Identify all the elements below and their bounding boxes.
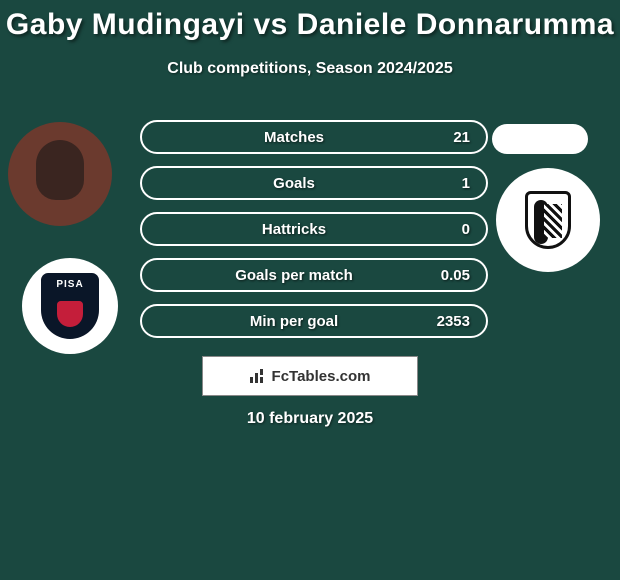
fctables-link[interactable]: FcTables.com bbox=[202, 356, 418, 396]
stats-list: Matches 21 Goals 1 Hattricks 0 Goals per… bbox=[140, 120, 488, 350]
stat-value: 0.05 bbox=[430, 267, 470, 284]
club-right-shield bbox=[525, 191, 571, 249]
stat-row-goals: Goals 1 bbox=[140, 166, 488, 200]
player-left-avatar bbox=[8, 122, 112, 226]
club-left-label: PISA bbox=[56, 279, 83, 290]
stat-value: 21 bbox=[430, 129, 470, 146]
page-title: Gaby Mudingayi vs Daniele Donnarumma bbox=[0, 8, 620, 42]
fctables-label: FcTables.com bbox=[272, 368, 371, 385]
stat-row-minpergoal: Min per goal 2353 bbox=[140, 304, 488, 338]
stat-row-goalspermatch: Goals per match 0.05 bbox=[140, 258, 488, 292]
club-left-shield: PISA bbox=[41, 273, 99, 339]
comparison-date: 10 february 2025 bbox=[0, 410, 620, 428]
stat-row-hattricks: Hattricks 0 bbox=[140, 212, 488, 246]
stat-value: 1 bbox=[430, 175, 470, 192]
stat-label: Hattricks bbox=[158, 221, 430, 238]
player-right-avatar bbox=[492, 124, 588, 154]
stat-label: Min per goal bbox=[158, 313, 430, 330]
club-left-badge: PISA bbox=[22, 258, 118, 354]
page-subtitle: Club competitions, Season 2024/2025 bbox=[0, 60, 620, 78]
stat-row-matches: Matches 21 bbox=[140, 120, 488, 154]
stat-label: Goals bbox=[158, 175, 430, 192]
bar-chart-icon bbox=[250, 369, 266, 383]
stat-value: 0 bbox=[430, 221, 470, 238]
stat-value: 2353 bbox=[430, 313, 470, 330]
stat-label: Goals per match bbox=[158, 267, 430, 284]
club-right-badge bbox=[496, 168, 600, 272]
header: Gaby Mudingayi vs Daniele Donnarumma Clu… bbox=[0, 0, 620, 78]
stat-label: Matches bbox=[158, 129, 430, 146]
